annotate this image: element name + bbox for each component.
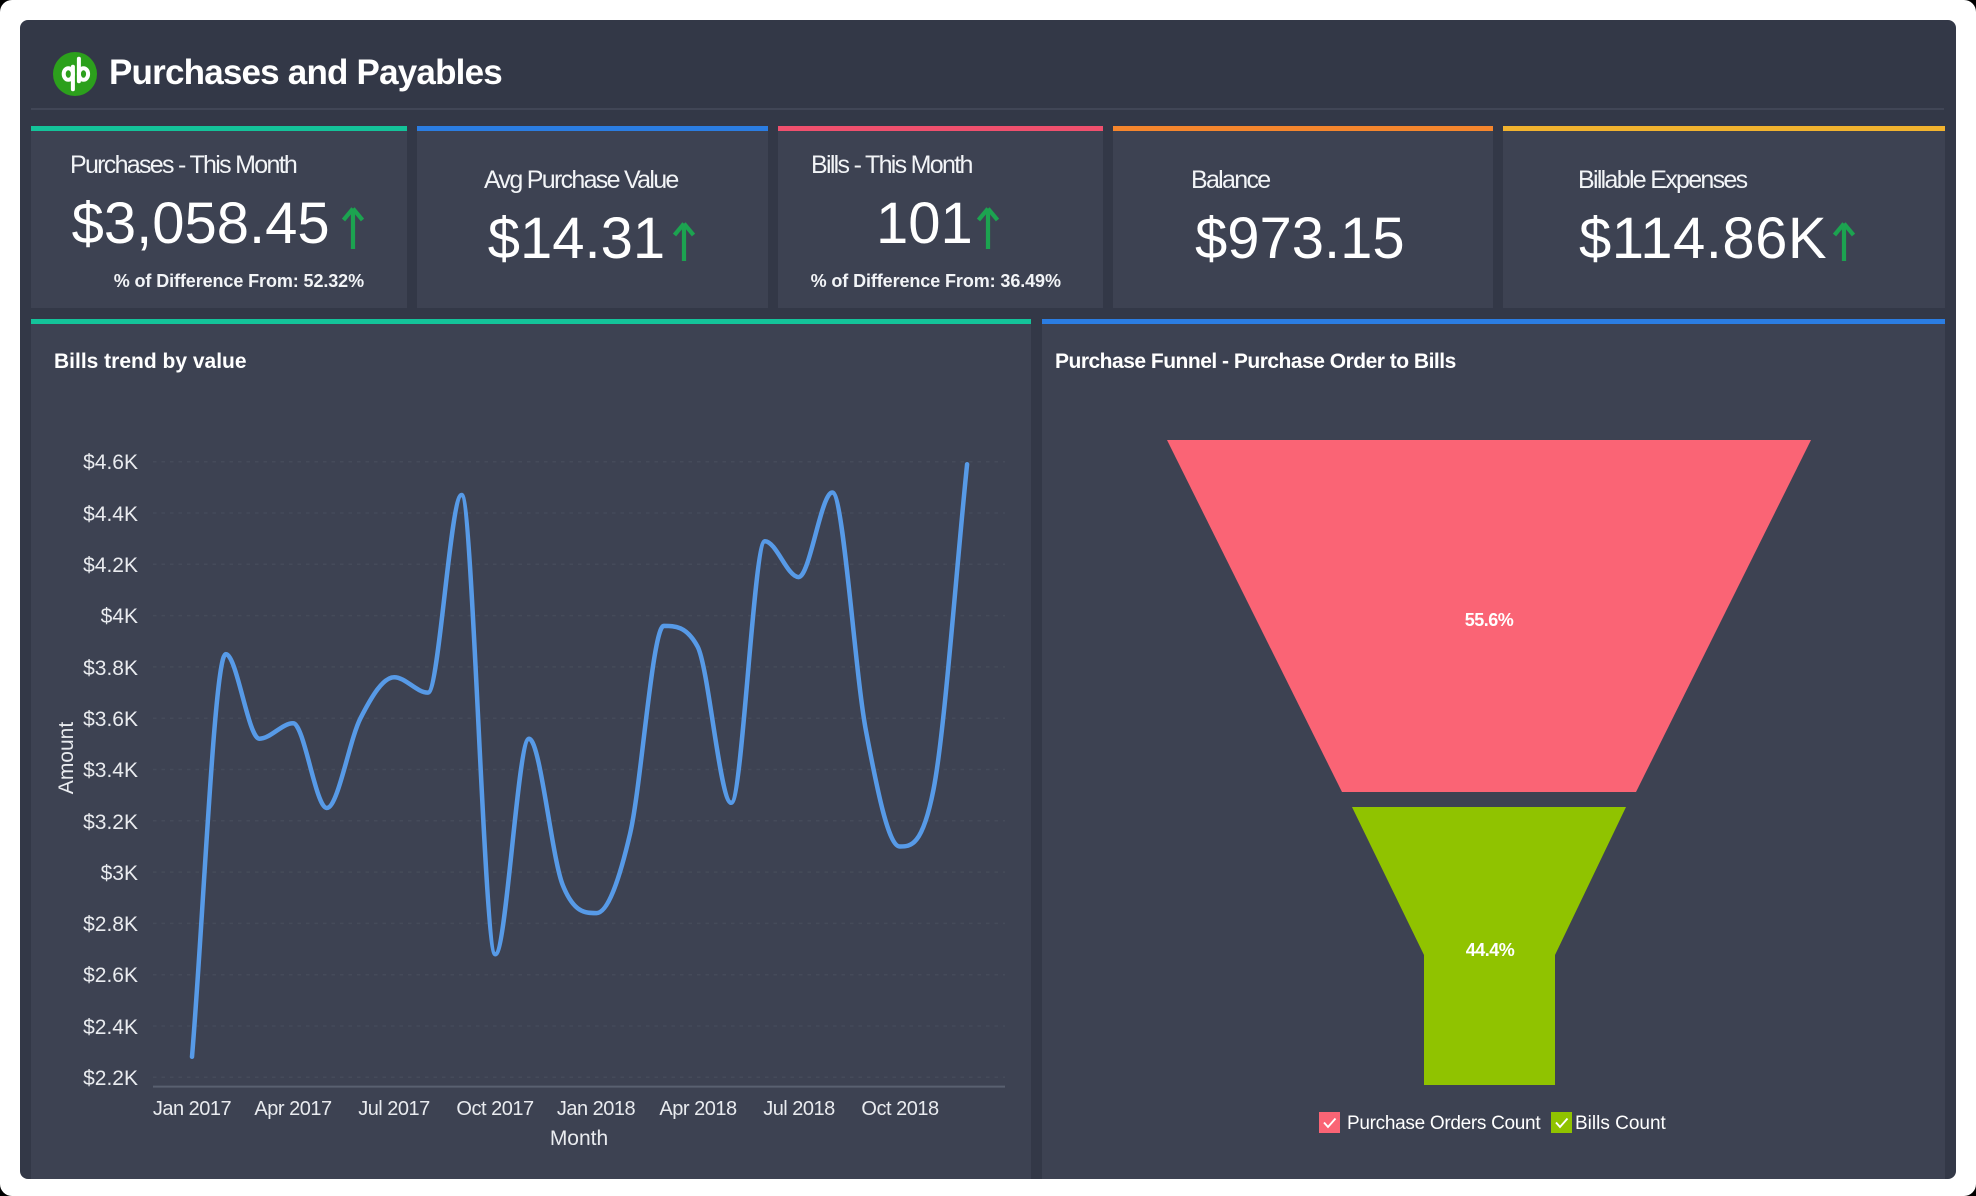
svg-text:$4.4K: $4.4K — [83, 503, 138, 526]
svg-text:Jan 2017: Jan 2017 — [153, 1098, 232, 1120]
svg-text:$3.2K: $3.2K — [83, 811, 138, 834]
svg-text:Oct 2018: Oct 2018 — [861, 1098, 939, 1120]
svg-text:Month: Month — [550, 1127, 608, 1150]
svg-text:Oct 2017: Oct 2017 — [456, 1098, 534, 1120]
svg-text:$2.6K: $2.6K — [83, 964, 138, 987]
svg-text:44.4%: 44.4% — [1466, 940, 1515, 960]
svg-text:Jul 2017: Jul 2017 — [358, 1098, 430, 1120]
svg-text:Jan 2018: Jan 2018 — [557, 1098, 636, 1120]
svg-text:$3.4K: $3.4K — [83, 759, 138, 782]
svg-text:$2.2K: $2.2K — [83, 1067, 138, 1090]
svg-text:$3.8K: $3.8K — [83, 657, 138, 680]
svg-text:Purchase Orders Count: Purchase Orders Count — [1347, 1113, 1541, 1134]
svg-text:55.6%: 55.6% — [1465, 610, 1514, 630]
svg-text:Amount: Amount — [55, 722, 78, 795]
svg-text:Bills Count: Bills Count — [1575, 1113, 1667, 1134]
svg-text:$4K: $4K — [101, 605, 138, 628]
svg-text:$3.6K: $3.6K — [83, 708, 138, 731]
svg-text:Apr 2018: Apr 2018 — [659, 1098, 737, 1120]
svg-text:Apr 2017: Apr 2017 — [254, 1098, 332, 1120]
svg-text:$2.8K: $2.8K — [83, 913, 138, 936]
svg-text:$2.4K: $2.4K — [83, 1016, 138, 1039]
svg-text:Jul 2018: Jul 2018 — [763, 1098, 835, 1120]
svg-text:$4.2K: $4.2K — [83, 554, 138, 577]
svg-text:$4.6K: $4.6K — [83, 451, 138, 474]
svg-text:$3K: $3K — [101, 862, 138, 885]
